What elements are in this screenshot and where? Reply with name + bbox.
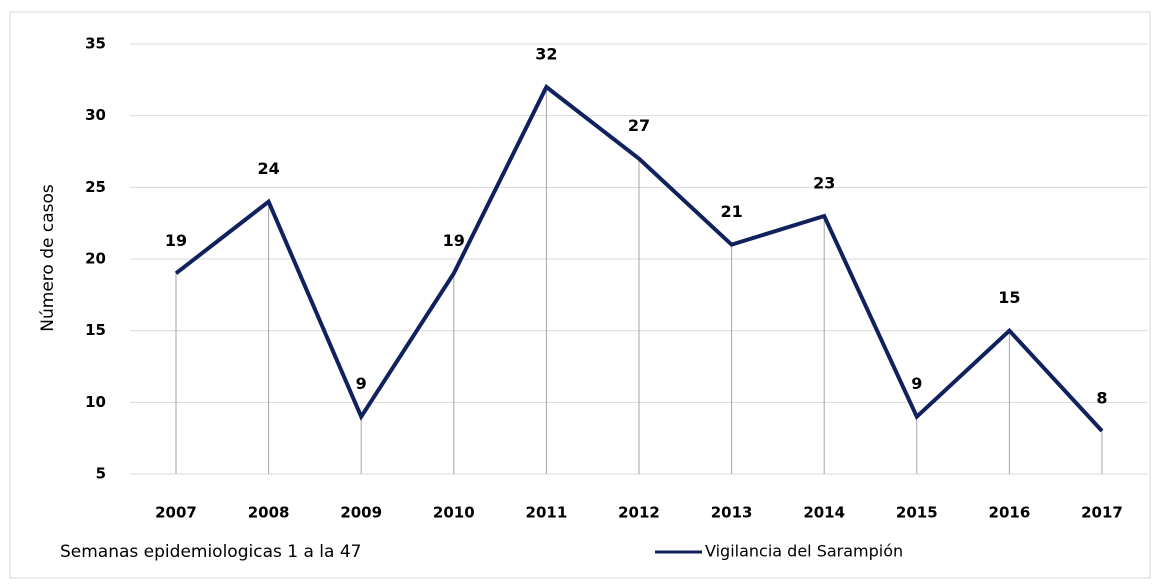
x-tick-label: 2011	[526, 504, 568, 522]
data-label: 8	[1096, 389, 1107, 408]
data-label: 27	[628, 116, 650, 135]
data-label: 15	[998, 288, 1020, 307]
y-tick-label: 25	[85, 178, 106, 196]
y-tick-label: 5	[96, 465, 106, 483]
x-tick-label: 2009	[340, 504, 382, 522]
x-tick-label: 2008	[248, 504, 290, 522]
y-tick-label: 20	[85, 250, 106, 268]
data-label: 9	[356, 374, 367, 393]
data-label: 9	[911, 374, 922, 393]
x-tick-label: 2014	[803, 504, 845, 522]
x-tick-label: 2010	[433, 504, 475, 522]
data-label: 32	[535, 45, 557, 64]
series-line	[174, 83, 1104, 433]
data-label: 19	[165, 231, 187, 250]
y-axis-title: Número de casos	[38, 184, 58, 332]
data-label: 24	[257, 159, 279, 178]
y-tick-label: 35	[85, 35, 106, 53]
y-tick-label: 10	[85, 393, 106, 411]
x-tick-label: 2017	[1081, 504, 1123, 522]
legend-label: Vigilancia del Sarampión	[705, 542, 903, 561]
x-tick-label: 2013	[711, 504, 753, 522]
x-tick-label: 2016	[989, 504, 1031, 522]
data-label: 23	[813, 174, 835, 193]
x-tick-label: 2012	[618, 504, 660, 522]
y-tick-label: 15	[85, 321, 106, 339]
data-label: 21	[720, 202, 742, 221]
x-tick-label: 2015	[896, 504, 938, 522]
y-tick-label: 30	[85, 106, 106, 124]
x-tick-label: 2007	[155, 504, 197, 522]
chart-border	[9, 11, 1151, 579]
data-label: 19	[443, 231, 465, 250]
x-axis-title: Semanas epidemiologicas 1 a la 47	[60, 542, 361, 562]
